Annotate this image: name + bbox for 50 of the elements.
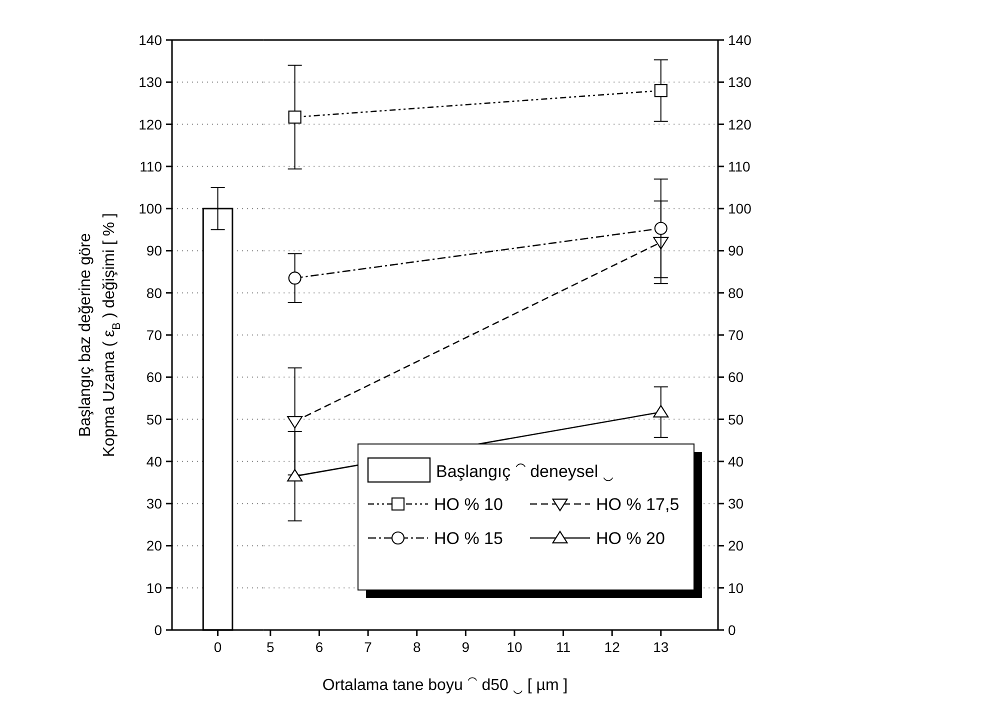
- x-tick-label: 11: [556, 639, 571, 655]
- y2-tick-label: 40: [728, 453, 744, 470]
- x-tick-label: 9: [462, 639, 470, 655]
- y-tick-label: 90: [146, 242, 162, 259]
- y-tick-label: 140: [138, 32, 162, 48]
- y-tick-label: 80: [146, 284, 162, 301]
- y2-tick-label: 110: [728, 158, 751, 174]
- y2-tick-label: 30: [728, 496, 744, 512]
- x-tick-label: 8: [412, 639, 421, 655]
- y2-tick-label: 120: [728, 116, 752, 132]
- legend-label: Başlangıç ⁀ deneysel ‿: [436, 462, 613, 482]
- x-tick-label: 6: [315, 639, 324, 655]
- x-tick-label: 12: [604, 639, 620, 655]
- legend-label: HO % 17,5: [596, 495, 680, 514]
- y2-tick-label: 50: [728, 411, 744, 428]
- y-tick-label: 30: [146, 496, 162, 512]
- y2-tick-label: 80: [728, 284, 744, 301]
- y-tick-label: 20: [146, 538, 162, 554]
- y2-tick-label: 100: [728, 200, 752, 217]
- y2-tick-label: 70: [728, 327, 744, 343]
- y-tick-label: 70: [146, 327, 162, 343]
- point: [654, 222, 668, 235]
- y2-tick-label: 60: [728, 369, 744, 386]
- x-tick-label: 7: [364, 639, 372, 655]
- x-axis-title: Ortalama tane boyu ⁀ d50 ‿ [ µm ]: [322, 677, 568, 694]
- point: [288, 110, 302, 124]
- y-tick-label: 100: [138, 200, 162, 217]
- x-tick-label: 13: [653, 639, 669, 655]
- point: [654, 84, 668, 98]
- legend-label: HO % 15: [434, 529, 503, 548]
- y2-tick-label: 90: [728, 242, 744, 259]
- x-tick-label: 10: [506, 639, 522, 655]
- y2-tick-label: 0: [728, 622, 736, 638]
- y2-tick-label: 130: [728, 74, 752, 90]
- legend-label: HO % 10: [434, 495, 503, 514]
- y-tick-label: 130: [138, 74, 162, 90]
- point: [288, 272, 302, 285]
- y-tick-label: 10: [146, 580, 162, 596]
- y2-tick-label: 20: [728, 538, 744, 554]
- y-tick-label: 120: [138, 116, 162, 132]
- y-tick-label: 0: [154, 622, 162, 638]
- x-tick-label: 5: [266, 639, 275, 655]
- y2-tick-label: 10: [728, 580, 744, 596]
- y2-tick-label: 140: [728, 32, 752, 48]
- y-tick-label: 40: [146, 453, 162, 470]
- y-tick-label: 60: [146, 369, 162, 386]
- legend-label: HO % 20: [596, 529, 665, 548]
- x-tick-label: 0: [214, 639, 222, 655]
- y-tick-label: 110: [140, 158, 162, 174]
- y-tick-label: 50: [146, 411, 162, 428]
